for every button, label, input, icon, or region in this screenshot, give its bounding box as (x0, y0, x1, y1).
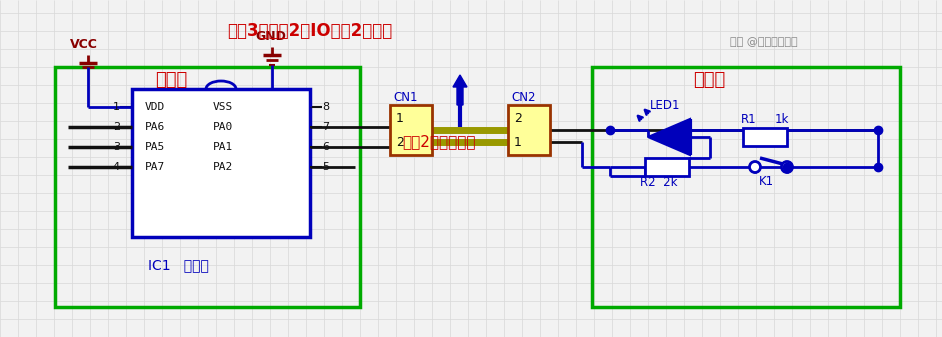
Text: R2  2k: R2 2k (640, 176, 677, 189)
Text: 2: 2 (396, 135, 404, 149)
Text: PA6: PA6 (145, 122, 165, 132)
Text: 方案3，占用2个IO口，2根线材: 方案3，占用2个IO口，2根线材 (227, 22, 393, 40)
Text: VCC: VCC (70, 37, 98, 51)
Text: 1: 1 (396, 112, 404, 124)
Text: 2: 2 (514, 112, 522, 124)
Text: 7: 7 (322, 122, 329, 132)
Text: 2: 2 (113, 122, 120, 132)
Text: 6: 6 (322, 142, 329, 152)
Text: PA5: PA5 (145, 142, 165, 152)
Text: 1: 1 (514, 135, 522, 149)
Bar (55, 67, 360, 307)
Text: 按键板: 按键板 (693, 71, 725, 89)
Text: 控制板: 控制板 (155, 71, 187, 89)
Text: R1: R1 (741, 113, 756, 126)
Text: PA7: PA7 (145, 162, 165, 172)
Text: 5: 5 (322, 162, 329, 172)
Bar (743, 128, 787, 146)
Bar (132, 89, 310, 237)
Text: K1: K1 (759, 175, 774, 188)
Text: CN1: CN1 (393, 91, 417, 104)
Text: VDD: VDD (145, 102, 165, 112)
Text: IC1   单片机: IC1 单片机 (148, 258, 209, 272)
Text: PA0: PA0 (213, 122, 234, 132)
Text: PA2: PA2 (213, 162, 234, 172)
Text: CN2: CN2 (511, 91, 535, 104)
Text: LED1: LED1 (650, 99, 680, 112)
Bar (508, 105, 550, 155)
Polygon shape (648, 119, 690, 155)
Bar (592, 67, 900, 307)
Circle shape (750, 161, 760, 173)
Text: PA1: PA1 (213, 142, 234, 152)
Text: 1: 1 (113, 102, 120, 112)
Bar (390, 105, 432, 155)
Text: 8: 8 (322, 102, 329, 112)
Text: 1k: 1k (775, 113, 789, 126)
FancyArrow shape (453, 75, 467, 105)
Text: VSS: VSS (213, 102, 234, 112)
Text: 通过2根排线连接: 通过2根排线连接 (402, 134, 476, 149)
Bar (645, 158, 689, 176)
Text: 头条 @嶋柯杞论电子: 头条 @嶋柯杞论电子 (730, 37, 798, 47)
Text: GND: GND (255, 31, 285, 43)
Text: 4: 4 (113, 162, 120, 172)
Circle shape (782, 161, 792, 173)
Text: 3: 3 (113, 142, 120, 152)
